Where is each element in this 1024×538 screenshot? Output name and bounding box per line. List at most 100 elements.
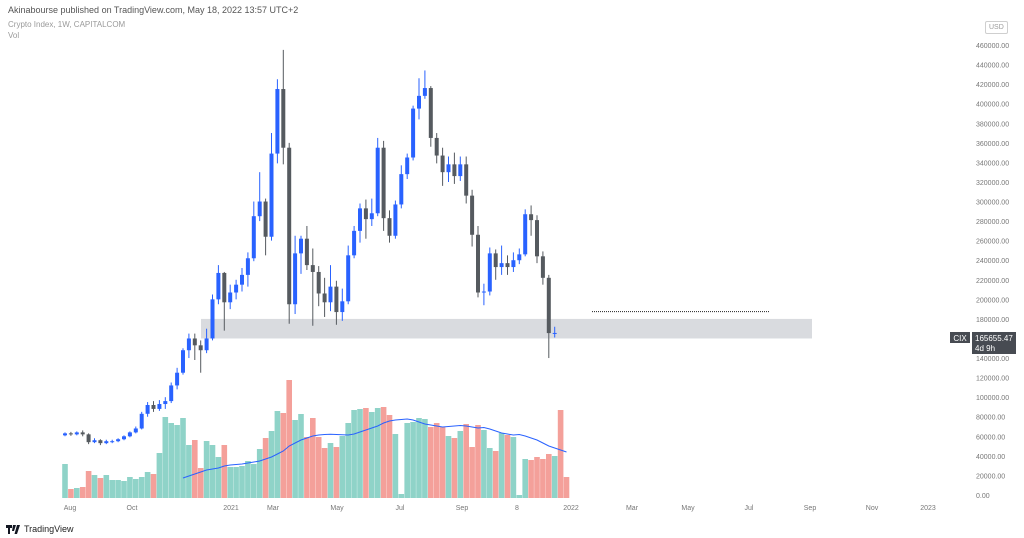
candle xyxy=(281,49,286,165)
volume-bar xyxy=(546,454,552,498)
x-tick-label: Oct xyxy=(127,505,138,512)
candle-body xyxy=(192,338,197,346)
volume-bar xyxy=(492,451,499,498)
candle xyxy=(511,252,516,272)
candle-body xyxy=(499,263,504,268)
volume-bar xyxy=(68,489,74,498)
candle xyxy=(535,215,539,264)
volume-bar xyxy=(180,418,186,498)
y-tick-label: 260000.00 xyxy=(976,239,1009,246)
support-zone xyxy=(201,318,812,339)
candle xyxy=(493,249,498,280)
candle-body xyxy=(151,405,156,409)
candle-body xyxy=(104,441,109,444)
candle-body xyxy=(86,434,91,443)
candle-body xyxy=(546,277,551,334)
candle xyxy=(181,348,185,375)
volume-bar xyxy=(369,412,375,498)
volume-bar xyxy=(504,435,511,498)
volume-bar xyxy=(262,438,269,498)
candle-body xyxy=(181,350,185,373)
candle xyxy=(529,205,534,236)
candle xyxy=(299,235,303,274)
candle xyxy=(352,225,357,259)
volume-bar xyxy=(97,478,104,498)
candle-body xyxy=(210,299,215,339)
volume-bar xyxy=(404,423,410,498)
candle-body xyxy=(511,260,516,268)
candle-body xyxy=(175,372,180,386)
candle-body xyxy=(369,213,374,220)
candle xyxy=(505,255,510,275)
volume-bar xyxy=(528,460,534,498)
price-badge: CIX 165655.47 4d 9h xyxy=(950,332,1016,354)
candle xyxy=(523,209,528,257)
candle xyxy=(263,198,268,256)
badge-price: 165655.47 xyxy=(975,334,1013,343)
candle-body xyxy=(287,147,292,305)
candle xyxy=(251,201,256,262)
volume-bar xyxy=(310,418,316,498)
volume-bar xyxy=(463,424,469,498)
volume-bar xyxy=(481,430,487,498)
volume-bar xyxy=(516,495,523,498)
time-axis[interactable]: Aug Oct 2021 Mar May Jul Sep 8 2022 Mar May Jul Sep N… xyxy=(64,505,936,512)
candle xyxy=(151,401,156,412)
candle-body xyxy=(387,218,392,236)
candle xyxy=(358,203,362,243)
volume-bars-layer xyxy=(62,380,570,498)
candle-body xyxy=(234,284,239,293)
currency-button[interactable]: USD xyxy=(985,21,1008,34)
volume-bar xyxy=(327,443,334,498)
volume-bar xyxy=(85,471,92,498)
candle-body xyxy=(363,208,368,220)
candle-body xyxy=(163,401,168,405)
candle xyxy=(74,431,79,436)
candle-body xyxy=(157,404,162,409)
volume-bar xyxy=(540,459,546,498)
candle xyxy=(269,133,274,241)
candle-body xyxy=(434,137,439,156)
candle xyxy=(116,438,121,443)
volume-bar xyxy=(227,467,233,498)
y-tick-label: 180000.00 xyxy=(976,317,1009,324)
candle-body xyxy=(127,432,132,437)
y-tick-label: 380000.00 xyxy=(976,121,1009,128)
y-tick-label: 20000.00 xyxy=(976,473,1005,480)
candle-body xyxy=(145,405,150,414)
volume-bar xyxy=(315,437,322,498)
candles-layer xyxy=(63,49,557,446)
candle xyxy=(381,140,386,231)
candle-body xyxy=(540,256,545,278)
candle-body xyxy=(133,428,138,433)
candle-body xyxy=(505,263,510,268)
candle xyxy=(411,105,416,161)
candle xyxy=(92,438,97,444)
candle xyxy=(487,247,492,296)
candle-body xyxy=(446,164,451,173)
candle xyxy=(346,245,351,305)
price-axis[interactable]: 460000.00 440000.00 420000.00 400000.00 3800… xyxy=(976,43,1009,500)
x-tick-label: Jul xyxy=(745,505,754,512)
candle-body xyxy=(263,201,268,237)
candle-body xyxy=(222,272,227,303)
volume-bar xyxy=(103,475,110,498)
candle xyxy=(204,328,209,354)
footer: TradingView xyxy=(6,524,74,534)
candle xyxy=(275,79,280,164)
candle-body xyxy=(476,234,480,293)
volume-bar xyxy=(487,448,493,498)
candle xyxy=(458,156,463,181)
x-tick-label: 2021 xyxy=(223,505,239,512)
candle-body xyxy=(74,432,79,435)
volume-bar xyxy=(197,468,204,498)
candle-body xyxy=(322,293,327,303)
publisher-line: Akinabourse published on TradingView.com… xyxy=(8,5,299,15)
volume-bar xyxy=(168,423,174,498)
volume-bar xyxy=(79,487,86,498)
footer-brand: TradingView xyxy=(24,524,74,534)
candle-body xyxy=(240,274,244,285)
volume-bar xyxy=(551,456,558,498)
volume-bar xyxy=(174,425,180,498)
